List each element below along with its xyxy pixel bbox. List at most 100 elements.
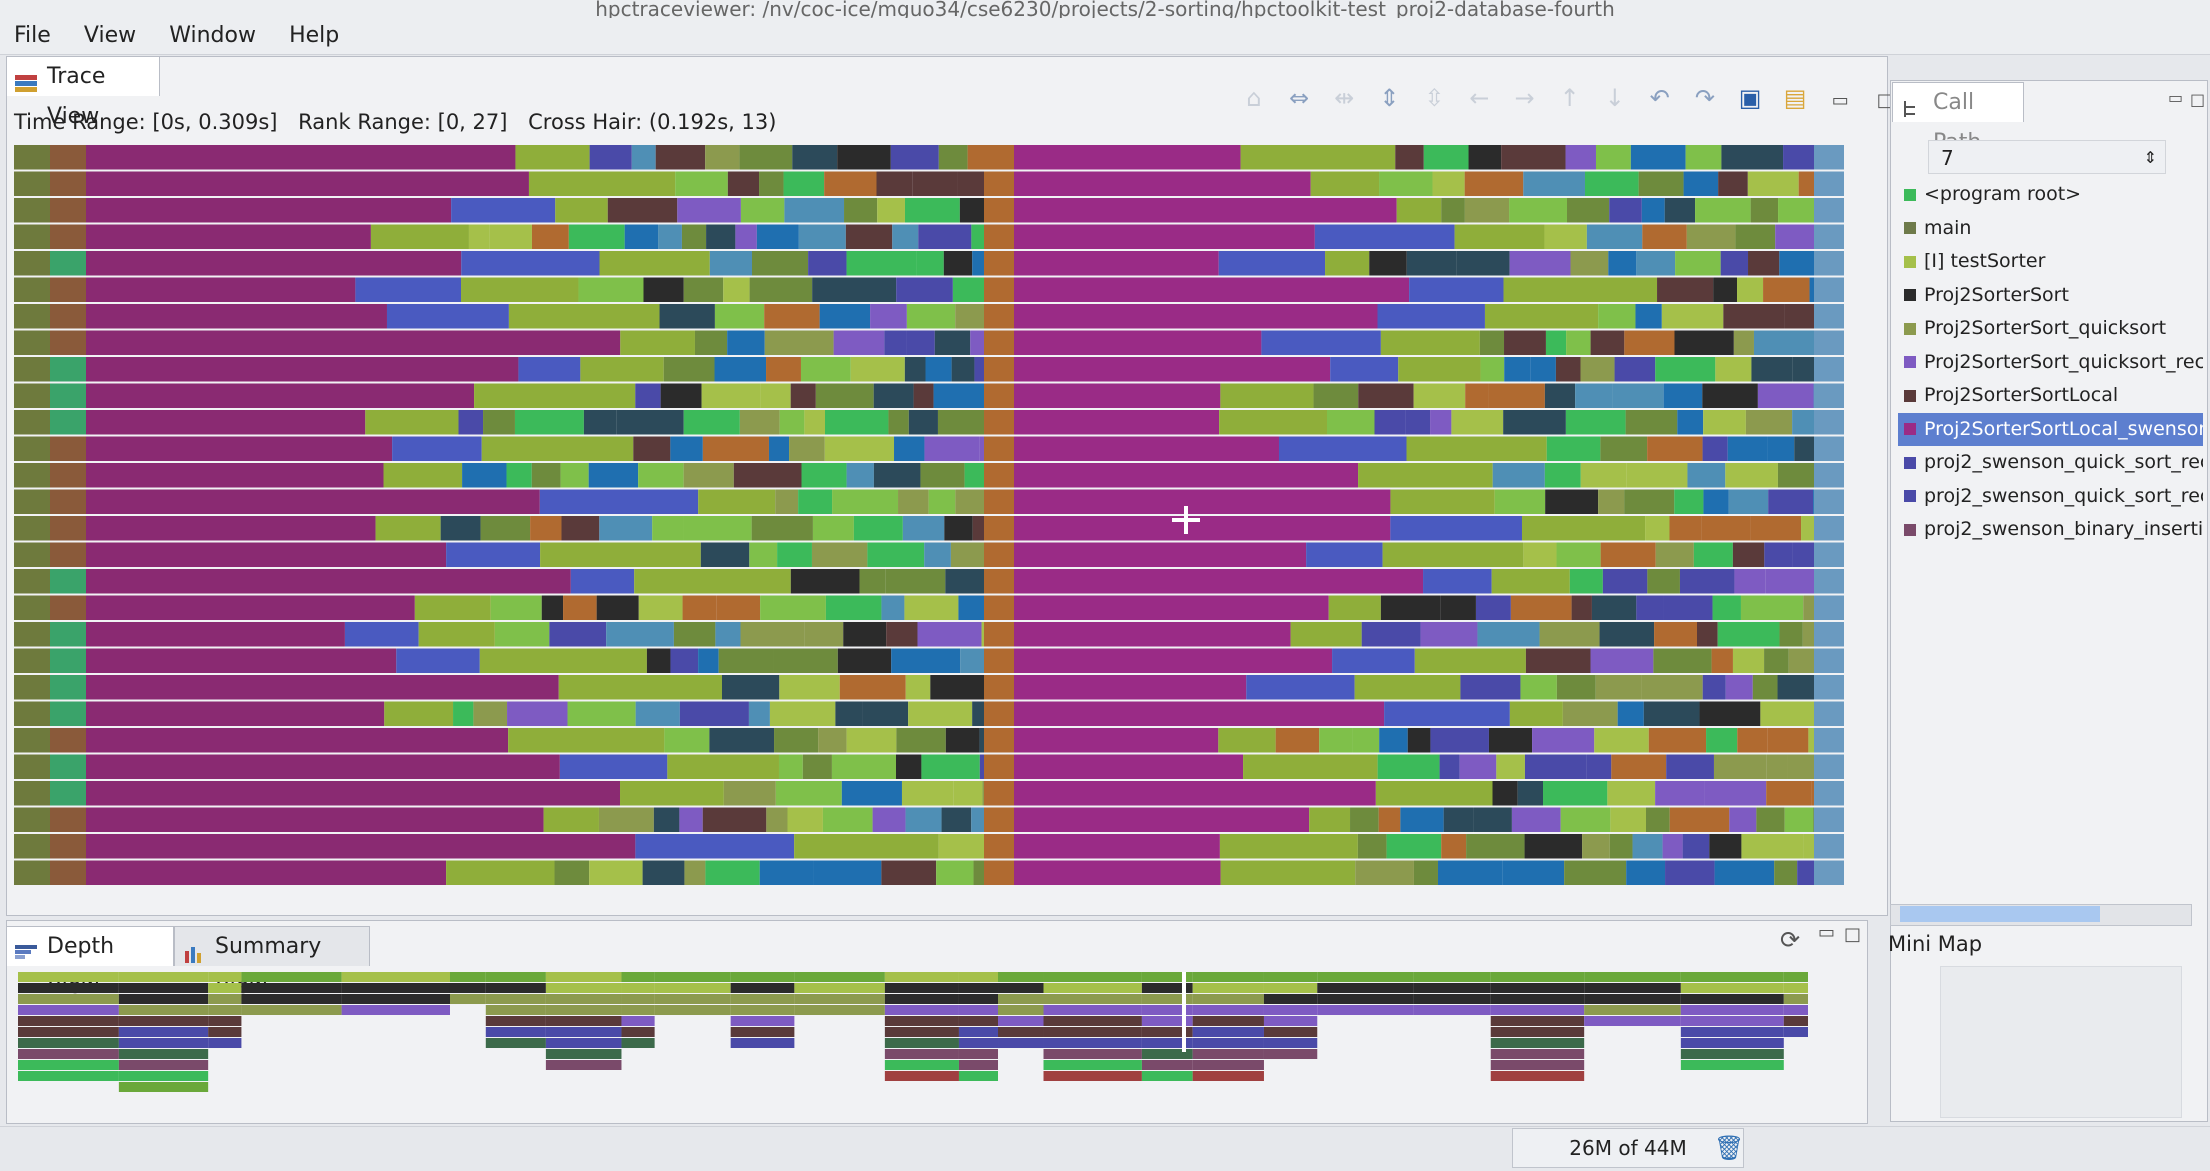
depth-cell bbox=[119, 1016, 208, 1026]
trace-cell bbox=[14, 490, 50, 515]
depth-cell bbox=[18, 983, 119, 993]
save-icon[interactable]: ▣ bbox=[1736, 84, 1764, 112]
trace-cell bbox=[1714, 755, 1766, 780]
tab-trace-view[interactable]: Trace View bbox=[6, 56, 160, 96]
trace-cell bbox=[1432, 172, 1464, 197]
minimize-icon[interactable]: ▭ bbox=[1826, 87, 1854, 115]
depth-spinner[interactable]: 7 ⇕ bbox=[1928, 140, 2166, 174]
tab-depth-view[interactable]: Depth View bbox=[6, 926, 174, 966]
zoom-in-rank-icon[interactable]: ⇕ bbox=[1375, 84, 1403, 112]
depth-canvas[interactable] bbox=[18, 972, 1858, 1122]
pan-down-icon[interactable]: ↓ bbox=[1601, 84, 1629, 112]
trace-cell bbox=[643, 861, 685, 886]
depth-cell bbox=[1193, 1060, 1264, 1070]
call-path-item[interactable]: proj2_swenson_quick_sort_rec bbox=[1898, 480, 2203, 513]
trace-cell bbox=[1758, 384, 1814, 409]
depth-cell bbox=[546, 1038, 622, 1048]
spinner-arrows-icon[interactable]: ⇕ bbox=[2144, 141, 2157, 175]
trace-cell bbox=[877, 198, 905, 223]
depth-cell bbox=[1044, 983, 1142, 993]
trace-cell bbox=[1572, 596, 1592, 621]
trace-cell bbox=[1726, 675, 1753, 700]
trace-cell bbox=[1414, 384, 1466, 409]
trace-cell bbox=[532, 225, 569, 250]
trace-cell bbox=[955, 490, 984, 515]
trace-cell bbox=[1647, 569, 1680, 594]
call-path-item[interactable]: proj2_swenson_quick_sort_rec bbox=[1898, 446, 2203, 479]
depth-maximize-icon[interactable]: □ bbox=[1844, 924, 1861, 945]
callpath-maximize-icon[interactable]: □ bbox=[2190, 90, 2205, 109]
call-path-item[interactable]: Proj2SorterSort_quicksort_rec bbox=[1898, 346, 2203, 379]
pan-right-icon[interactable]: → bbox=[1511, 84, 1539, 112]
trace-cell bbox=[1814, 755, 1844, 780]
callpath-minimize-icon[interactable]: ▭ bbox=[2168, 88, 2183, 107]
trace-cell bbox=[1220, 384, 1313, 409]
minimap[interactable] bbox=[1940, 966, 2182, 1118]
trace-cell bbox=[1655, 781, 1704, 806]
trace-canvas[interactable] bbox=[14, 145, 1874, 905]
trace-cell bbox=[794, 834, 938, 859]
trace-cell bbox=[625, 225, 658, 250]
pan-up-icon[interactable]: ↑ bbox=[1556, 84, 1584, 112]
trace-cell bbox=[1241, 145, 1396, 170]
call-path-item[interactable]: Proj2SorterSort bbox=[1898, 279, 2203, 312]
trace-cell bbox=[529, 172, 675, 197]
trace-cell bbox=[482, 437, 634, 462]
trace-cell bbox=[980, 437, 984, 462]
call-path-item-label: Proj2SorterSort_quicksort bbox=[1924, 317, 2166, 339]
trace-cell bbox=[1779, 622, 1802, 647]
trace-cell bbox=[930, 675, 984, 700]
trace-cell bbox=[540, 490, 698, 515]
zoom-out-rank-icon[interactable]: ⇳ bbox=[1420, 84, 1448, 112]
trace-cell bbox=[1792, 543, 1814, 568]
pan-left-icon[interactable]: ← bbox=[1465, 84, 1493, 112]
trace-cell bbox=[599, 808, 654, 833]
call-path-item[interactable]: Proj2SorterSort_quicksort bbox=[1898, 312, 2203, 345]
zoom-in-time-icon[interactable]: ⇔ bbox=[1285, 84, 1313, 112]
trace-cell bbox=[1540, 622, 1600, 647]
trace-cell bbox=[774, 649, 838, 674]
refresh-icon[interactable]: ⟳ bbox=[1780, 926, 1800, 954]
depth-cell bbox=[119, 1060, 208, 1070]
trace-view-icon bbox=[15, 67, 37, 87]
depth-cell bbox=[621, 1016, 654, 1026]
trace-cell bbox=[838, 649, 891, 674]
call-path-item[interactable]: Proj2SorterSortLocal_swenson bbox=[1898, 413, 2203, 446]
trace-cell bbox=[606, 622, 674, 647]
depth-cell bbox=[1264, 994, 1317, 1004]
tab-summary-view[interactable]: Summary View bbox=[174, 926, 370, 966]
home-icon[interactable]: ⌂ bbox=[1240, 84, 1268, 112]
trace-cell bbox=[984, 278, 1014, 303]
scrollbar-thumb[interactable] bbox=[1900, 906, 2100, 922]
menu-help[interactable]: Help bbox=[275, 18, 353, 54]
menu-window[interactable]: Window bbox=[155, 18, 270, 54]
undo-icon[interactable]: ↶ bbox=[1646, 84, 1674, 112]
call-path-item[interactable]: <program root> bbox=[1898, 178, 2203, 211]
call-path-item[interactable]: Proj2SorterSortLocal bbox=[1898, 379, 2203, 412]
trash-icon[interactable]: 🗑 bbox=[1714, 1134, 1744, 1162]
depth-minimize-icon[interactable]: ▭ bbox=[1818, 922, 1835, 943]
trace-cell bbox=[489, 225, 532, 250]
trace-cell bbox=[461, 278, 578, 303]
depth-cell bbox=[1491, 1027, 1584, 1037]
trace-cell bbox=[1626, 861, 1665, 886]
trace-cell bbox=[907, 304, 955, 329]
menu-file[interactable]: File bbox=[0, 18, 65, 54]
zoom-out-time-icon[interactable]: ⇹ bbox=[1330, 84, 1358, 112]
menu-view[interactable]: View bbox=[70, 18, 150, 54]
tab-call-path[interactable]: Call Path bbox=[1892, 82, 2024, 122]
trace-cell bbox=[916, 251, 944, 276]
open-icon[interactable]: ▤ bbox=[1781, 84, 1809, 112]
trace-cell bbox=[1441, 834, 1466, 859]
trace-cell bbox=[1219, 410, 1327, 435]
trace-cell bbox=[1381, 596, 1440, 621]
trace-cell bbox=[1532, 728, 1594, 753]
trace-cell bbox=[664, 728, 709, 753]
call-path-item[interactable]: main bbox=[1898, 212, 2203, 245]
redo-icon[interactable]: ↷ bbox=[1691, 84, 1719, 112]
call-path-item[interactable]: [I] testSorter bbox=[1898, 245, 2203, 278]
trace-cell bbox=[1407, 437, 1547, 462]
trace-cell bbox=[684, 861, 705, 886]
call-path-item[interactable]: proj2_swenson_binary_insertio bbox=[1898, 513, 2203, 546]
trace-cell bbox=[907, 331, 935, 356]
